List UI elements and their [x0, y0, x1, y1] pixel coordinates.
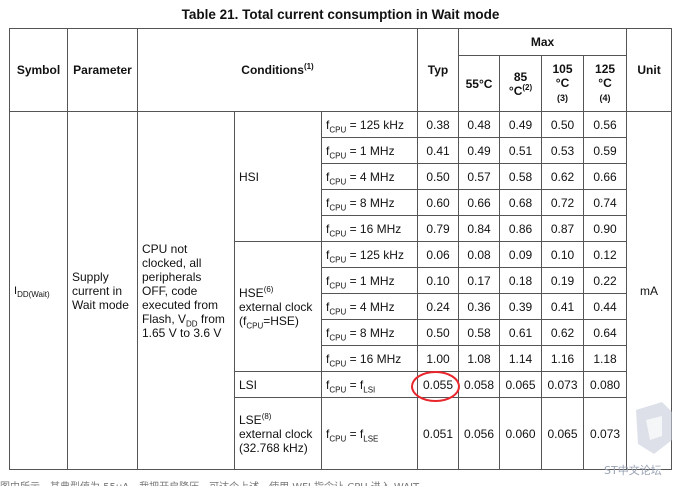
- max55-cell: 0.058: [458, 371, 501, 398]
- symbol-header: Symbol: [9, 28, 68, 112]
- typ-cell: 0.50: [417, 163, 460, 190]
- max55-cell: 0.84: [458, 215, 501, 242]
- temp-85-header: 85 °C(2): [499, 55, 543, 112]
- max105-cell: 0.62: [541, 163, 585, 190]
- max85-cell: 0.61: [499, 319, 543, 346]
- table-title: Table 21. Total current consumption in W…: [181, 7, 500, 22]
- freq-cell: fCPU = 4 MHz: [320, 163, 419, 190]
- freq-cell: fCPU = 8 MHz: [320, 319, 419, 346]
- forum-watermark-text: ST中文论坛: [604, 464, 662, 477]
- max85-cell: 0.68: [499, 189, 543, 216]
- condition-main-cell: CPU not clocked, all peripherals OFF, co…: [137, 111, 235, 470]
- typ-cell: 0.79: [417, 215, 460, 242]
- max125-cell: 0.073: [583, 397, 628, 470]
- symbol-cell: IDD(Wait): [9, 111, 68, 470]
- max125-cell: 0.22: [583, 267, 628, 294]
- freq-cell: fCPU = 4 MHz: [320, 293, 419, 320]
- freq-cell: fCPU = fLSI: [320, 371, 419, 398]
- max125-cell: 0.66: [583, 163, 628, 190]
- max125-cell: 0.90: [583, 215, 628, 242]
- typ-cell-highlighted: 0.055: [417, 371, 460, 398]
- freq-cell: fCPU = 16 MHz: [320, 215, 419, 242]
- typ-cell: 0.051: [417, 397, 460, 470]
- max55-cell: 0.66: [458, 189, 501, 216]
- max105-cell: 0.10: [541, 241, 585, 268]
- freq-cell: fCPU = 125 kHz: [320, 241, 419, 268]
- group-hse: HSE(6) external clock (fCPU=HSE): [234, 241, 322, 372]
- max85-cell: 0.39: [499, 293, 543, 320]
- max125-cell: 0.12: [583, 241, 628, 268]
- max55-cell: 0.49: [458, 137, 501, 164]
- max125-cell: 0.080: [583, 371, 628, 398]
- max105-cell: 0.073: [541, 371, 585, 398]
- max105-cell: 1.16: [541, 345, 585, 372]
- max55-cell: 0.48: [458, 111, 501, 138]
- max105-cell: 0.62: [541, 319, 585, 346]
- max125-cell: 1.18: [583, 345, 628, 372]
- typ-cell: 0.10: [417, 267, 460, 294]
- max105-cell: 0.41: [541, 293, 585, 320]
- max55-cell: 0.08: [458, 241, 501, 268]
- typ-cell: 0.41: [417, 137, 460, 164]
- temp-105-header: 105 °C (3): [541, 55, 585, 112]
- max55-cell: 1.08: [458, 345, 501, 372]
- max85-cell: 0.065: [499, 371, 543, 398]
- typ-cell: 0.50: [417, 319, 460, 346]
- max55-cell: 0.056: [458, 397, 501, 470]
- typ-cell: 0.60: [417, 189, 460, 216]
- max85-cell: 0.060: [499, 397, 543, 470]
- freq-cell: fCPU = 1 MHz: [320, 137, 419, 164]
- group-hsi: HSI: [234, 111, 322, 242]
- parameter-cell: Supply current in Wait mode: [67, 111, 138, 470]
- max105-cell: 0.19: [541, 267, 585, 294]
- current-consumption-table: Symbol Parameter Conditions(1) Typ Max U…: [9, 28, 673, 470]
- max85-cell: 1.14: [499, 345, 543, 372]
- freq-cell: fCPU = fLSE: [320, 397, 419, 470]
- typ-cell: 0.24: [417, 293, 460, 320]
- temp-125-header: 125 °C (4): [583, 55, 628, 112]
- footer-text-fragment: 图中所示，其典型值为 55uA，我把开启降压，可达个上述，使用 WFI 指令让 …: [0, 478, 681, 486]
- max55-cell: 0.57: [458, 163, 501, 190]
- max85-cell: 0.51: [499, 137, 543, 164]
- max125-cell: 0.44: [583, 293, 628, 320]
- typ-header: Typ: [417, 28, 460, 112]
- max85-cell: 0.86: [499, 215, 543, 242]
- unit-cell: mA: [626, 111, 673, 470]
- freq-cell: fCPU = 125 kHz: [320, 111, 419, 138]
- temp-55-header: 55°C: [458, 55, 501, 112]
- max105-cell: 0.53: [541, 137, 585, 164]
- freq-cell: fCPU = 16 MHz: [320, 345, 419, 372]
- unit-header: Unit: [626, 28, 673, 112]
- freq-cell: fCPU = 8 MHz: [320, 189, 419, 216]
- max105-cell: 0.87: [541, 215, 585, 242]
- max125-cell: 0.56: [583, 111, 628, 138]
- max85-cell: 0.09: [499, 241, 543, 268]
- max85-cell: 0.18: [499, 267, 543, 294]
- max55-cell: 0.36: [458, 293, 501, 320]
- max125-cell: 0.74: [583, 189, 628, 216]
- typ-cell: 0.38: [417, 111, 460, 138]
- parameter-header: Parameter: [67, 28, 138, 112]
- typ-cell: 1.00: [417, 345, 460, 372]
- max-header: Max: [458, 28, 628, 56]
- group-lse: LSE(8) external clock (32.768 kHz): [234, 397, 322, 470]
- typ-cell: 0.06: [417, 241, 460, 268]
- max125-cell: 0.64: [583, 319, 628, 346]
- max85-cell: 0.58: [499, 163, 543, 190]
- max125-cell: 0.59: [583, 137, 628, 164]
- max105-cell: 0.065: [541, 397, 585, 470]
- max105-cell: 0.50: [541, 111, 585, 138]
- conditions-header: Conditions(1): [136, 28, 419, 112]
- max85-cell: 0.49: [499, 111, 543, 138]
- max55-cell: 0.17: [458, 267, 501, 294]
- group-lsi: LSI: [234, 371, 322, 398]
- max105-cell: 0.72: [541, 189, 585, 216]
- max55-cell: 0.58: [458, 319, 501, 346]
- freq-cell: fCPU = 1 MHz: [320, 267, 419, 294]
